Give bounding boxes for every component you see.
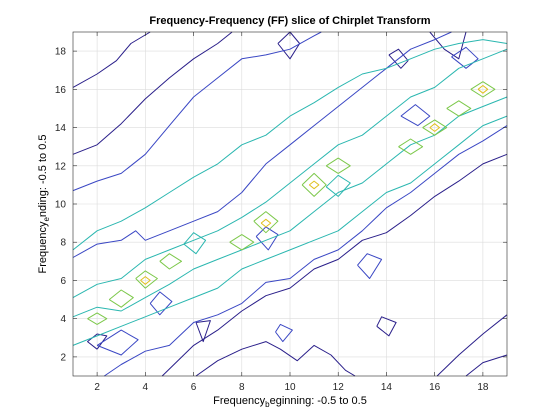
contour-line: [308, 180, 320, 190]
x-tick-label: 16: [429, 382, 441, 393]
contour-line: [96, 329, 139, 356]
contour-line: [422, 119, 448, 136]
contour-line: [376, 316, 397, 337]
contour-line: [108, 289, 134, 308]
x-axis-label-main: Frequency: [213, 395, 265, 407]
contour-line: [72, 115, 508, 346]
y-tick-label: 8: [60, 238, 66, 249]
contour-line: [446, 100, 472, 117]
contour-line: [465, 354, 508, 377]
contour-line: [140, 276, 151, 285]
contour-line: [429, 31, 467, 60]
grid: [73, 32, 507, 376]
y-axis-label: Frequencyending: -0.5 to 0.5: [37, 135, 51, 274]
contour-line: [72, 31, 322, 192]
x-tick-label: 18: [477, 382, 489, 393]
contour-line: [72, 31, 151, 88]
contour-line: [72, 39, 508, 251]
contour-line: [400, 104, 431, 127]
contour-line: [159, 253, 182, 270]
contour-line: [104, 125, 508, 377]
y-axis-ticks: 2 4 6 8 10 12 14 16 18: [55, 47, 507, 363]
y-tick-label: 14: [55, 123, 67, 134]
x-axis-label-rest: eginning: -0.5 to 0.5: [270, 395, 367, 407]
contour-plot: [72, 31, 508, 377]
y-tick-label: 6: [60, 276, 66, 287]
y-tick-label: 16: [55, 85, 67, 96]
contour-line: [357, 253, 383, 279]
x-tick-label: 12: [333, 382, 345, 393]
contour-line: [135, 270, 158, 289]
contour-line: [87, 312, 108, 325]
contour-line: [161, 153, 508, 377]
contour-level-4: [87, 81, 496, 325]
contour-line: [436, 314, 508, 377]
x-tick-label: 6: [191, 382, 197, 393]
y-axis-label-subscript: e: [42, 217, 51, 222]
y-tick-label: 4: [60, 314, 66, 325]
y-tick-label: 18: [55, 47, 67, 58]
chart-title: Frequency-Frequency (FF) slice of Chirpl…: [149, 15, 430, 27]
x-tick-label: 2: [94, 382, 100, 393]
contour-line: [451, 46, 479, 69]
contour-line: [72, 31, 233, 155]
contour-line: [260, 218, 272, 228]
contour-line: [229, 234, 255, 251]
contour-level-5: [140, 85, 489, 285]
y-tick-label: 12: [55, 161, 67, 172]
contour-line: [253, 211, 279, 234]
x-axis-label-subscript: b: [265, 400, 270, 409]
contour-line: [72, 31, 452, 258]
x-axis-label: Frequencybeginning: -0.5 to 0.5: [213, 395, 367, 409]
contour-line: [429, 123, 440, 132]
y-tick-label: 10: [55, 200, 67, 211]
contour-line: [195, 320, 211, 343]
contour-line: [87, 333, 108, 350]
contour-line: [470, 81, 496, 98]
contour-line: [301, 172, 327, 197]
contour-line: [477, 85, 489, 94]
contour-line: [325, 157, 351, 174]
x-tick-label: 4: [143, 382, 149, 393]
y-axis-label-rest: nding: -0.5 to 0.5: [37, 135, 49, 218]
contour-line: [325, 174, 351, 197]
contour-level-1: [72, 31, 508, 377]
y-axis-label-main: Frequency: [37, 221, 49, 273]
x-tick-label: 10: [284, 382, 296, 393]
x-tick-label: 14: [381, 382, 393, 393]
x-axis-ticks: 2 4 6 8 10 12 14 16 18: [94, 32, 489, 393]
contour-line: [149, 291, 173, 316]
contour-line: [183, 232, 207, 255]
x-tick-label: 8: [239, 382, 245, 393]
y-tick-label: 2: [60, 352, 66, 363]
contour-line: [195, 341, 356, 377]
contour-level-2: [72, 31, 508, 377]
contour-line: [398, 138, 424, 155]
contour-line: [72, 48, 508, 299]
contour-line: [275, 323, 293, 343]
